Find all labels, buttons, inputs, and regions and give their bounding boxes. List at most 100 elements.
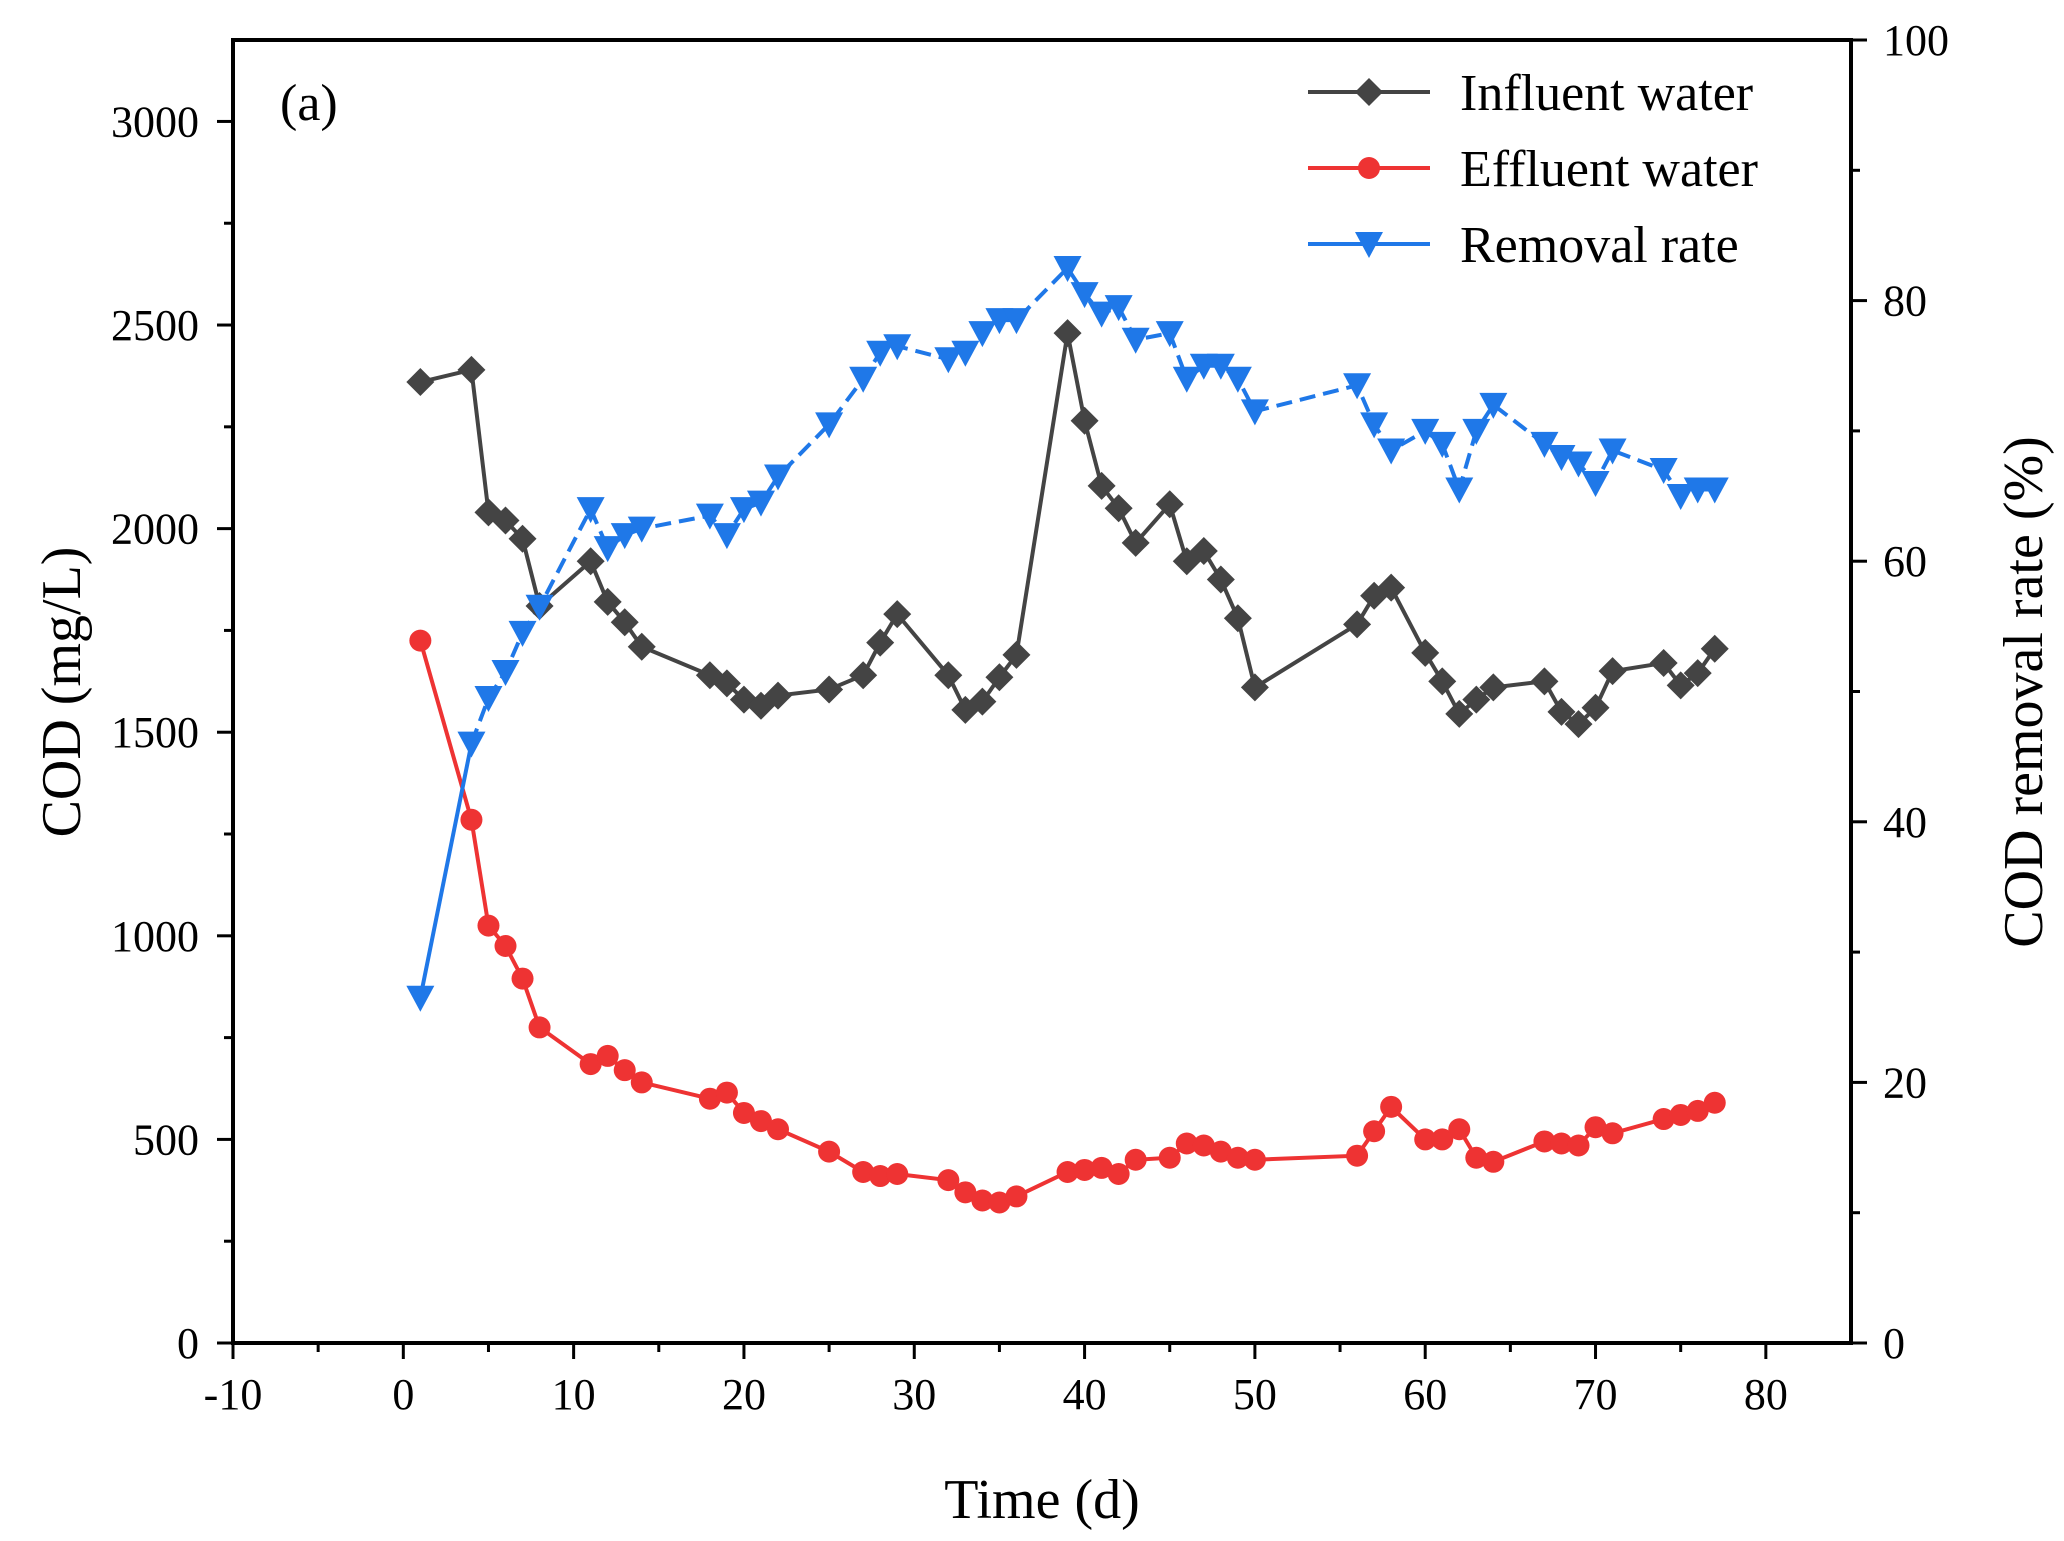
data-point-influent bbox=[457, 355, 486, 384]
data-point-effluent bbox=[886, 1163, 909, 1186]
x-tick-label: -10 bbox=[204, 1370, 263, 1419]
data-point-removal bbox=[576, 497, 605, 524]
data-point-effluent bbox=[409, 629, 432, 652]
data-point-removal bbox=[1700, 477, 1729, 504]
data-point-removal bbox=[1053, 256, 1082, 283]
data-point-effluent bbox=[971, 1189, 994, 1212]
data-point-influent bbox=[1564, 710, 1593, 739]
panel-label: (a) bbox=[280, 75, 338, 132]
data-point-influent bbox=[1666, 671, 1695, 700]
y-axis-title: COD (mg/L) bbox=[31, 547, 93, 838]
data-point-effluent bbox=[715, 1081, 738, 1104]
data-point-influent bbox=[1121, 528, 1150, 557]
y2-tick-label: 80 bbox=[1883, 277, 1927, 326]
data-point-effluent bbox=[1567, 1134, 1590, 1157]
data-point-effluent bbox=[1703, 1091, 1726, 1114]
data-point-effluent bbox=[494, 934, 517, 957]
data-point-influent bbox=[1155, 490, 1184, 519]
data-point-removal bbox=[1087, 301, 1116, 328]
data-point-influent bbox=[406, 368, 435, 397]
x-axis-title: Time (d) bbox=[944, 1469, 1140, 1531]
data-point-influent bbox=[1700, 634, 1729, 663]
data-point-effluent bbox=[869, 1165, 892, 1188]
data-point-effluent bbox=[613, 1059, 636, 1082]
data-point-effluent bbox=[1652, 1108, 1675, 1131]
data-point-removal bbox=[1479, 392, 1508, 419]
data-point-removal bbox=[1070, 282, 1099, 309]
y2-tick-label: 20 bbox=[1883, 1058, 1927, 1107]
legend: Influent water Effluent water Removal ra… bbox=[1308, 65, 1758, 274]
data-point-effluent bbox=[1158, 1146, 1181, 1169]
data-point-effluent bbox=[852, 1160, 875, 1183]
data-point-influent bbox=[1479, 673, 1508, 702]
y-tick-label: 2000 bbox=[111, 505, 199, 554]
data-point-removal bbox=[1223, 366, 1252, 393]
data-point-removal bbox=[508, 620, 537, 647]
data-point-influent bbox=[1104, 494, 1133, 523]
data-point-removal bbox=[1564, 451, 1593, 478]
data-point-effluent bbox=[937, 1169, 960, 1192]
data-point-removal bbox=[627, 516, 656, 543]
data-point-removal bbox=[866, 340, 895, 367]
data-point-influent bbox=[866, 628, 895, 657]
data-point-influent bbox=[712, 669, 741, 698]
data-point-influent bbox=[1683, 659, 1712, 688]
data-point-influent bbox=[815, 675, 844, 704]
data-point-removal bbox=[968, 321, 997, 348]
data-point-influent bbox=[764, 681, 793, 710]
data-point-influent bbox=[1206, 565, 1235, 594]
data-point-influent bbox=[1377, 573, 1406, 602]
data-point-influent bbox=[1598, 657, 1627, 686]
y2-tick-label: 100 bbox=[1883, 16, 1949, 65]
data-point-effluent bbox=[1482, 1150, 1505, 1173]
legend-marker-removal bbox=[1355, 232, 1383, 258]
axes: -10 0 10 20 30 40 50 60 70 8005001000150020002500… bbox=[111, 16, 1949, 1419]
data-point-removal bbox=[1002, 308, 1031, 335]
data-point-effluent bbox=[1243, 1148, 1266, 1171]
data-point-removal bbox=[1240, 399, 1269, 426]
data-point-removal bbox=[764, 464, 793, 491]
data-point-effluent bbox=[988, 1191, 1011, 1214]
data-point-effluent bbox=[1465, 1146, 1488, 1169]
data-point-removal bbox=[712, 523, 741, 550]
data-point-effluent bbox=[1584, 1116, 1607, 1139]
data-point-influent bbox=[1240, 673, 1269, 702]
x-tick-label: 20 bbox=[722, 1370, 766, 1419]
data-point-influent bbox=[593, 587, 622, 616]
x-tick-label: 30 bbox=[892, 1370, 936, 1419]
data-point-effluent bbox=[1209, 1140, 1232, 1163]
data-point-effluent bbox=[1107, 1163, 1130, 1186]
data-point-removal bbox=[729, 497, 758, 524]
series-line-removal bbox=[418, 743, 474, 999]
data-point-effluent bbox=[579, 1053, 602, 1076]
data-point-removal bbox=[1581, 471, 1610, 498]
data-point-effluent bbox=[1005, 1185, 1028, 1208]
x-tick-label: 70 bbox=[1574, 1370, 1618, 1419]
data-point-effluent bbox=[1192, 1134, 1215, 1157]
data-point-effluent bbox=[1346, 1144, 1369, 1167]
data-point-influent bbox=[1087, 471, 1116, 500]
data-point-removal bbox=[1121, 327, 1150, 354]
data-point-effluent bbox=[818, 1140, 841, 1163]
data-point-removal bbox=[1377, 438, 1406, 465]
data-point-influent bbox=[1002, 640, 1031, 669]
data-point-removal bbox=[1343, 373, 1372, 400]
series-markers bbox=[406, 256, 1729, 1214]
data-point-influent bbox=[934, 661, 963, 690]
data-point-removal bbox=[1428, 431, 1457, 458]
data-point-effluent bbox=[1550, 1132, 1573, 1155]
data-point-removal bbox=[1155, 321, 1184, 348]
data-point-effluent bbox=[1686, 1099, 1709, 1122]
data-point-influent bbox=[1411, 638, 1440, 667]
data-point-removal bbox=[1462, 418, 1491, 445]
data-point-influent bbox=[1530, 667, 1559, 696]
data-point-effluent bbox=[596, 1044, 619, 1067]
data-point-removal bbox=[1206, 353, 1235, 380]
data-point-effluent bbox=[1448, 1118, 1471, 1141]
legend-marker-influent bbox=[1355, 78, 1383, 106]
data-point-effluent bbox=[477, 914, 500, 937]
data-point-removal bbox=[593, 536, 622, 563]
data-point-removal bbox=[695, 503, 724, 530]
data-point-influent bbox=[508, 524, 537, 553]
series-line-influent bbox=[419, 332, 1717, 727]
